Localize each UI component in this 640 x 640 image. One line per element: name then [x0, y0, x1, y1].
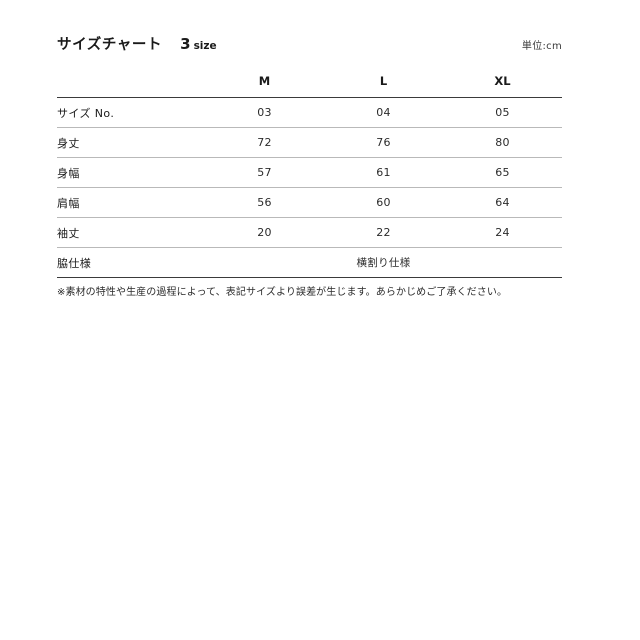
row-label-body-width: 身幅: [57, 166, 80, 180]
table-row: 身幅 57 61 65: [57, 157, 562, 188]
footnote-disclaimer: ※素材の特性や生産の過程によって、表記サイズより誤差が生じます。あらかじめご了承…: [57, 287, 508, 298]
size-chart-table: M L XL サイズ No. 03 04 05 身丈 72 76 80 身幅 5…: [57, 68, 562, 278]
page-title: サイズチャート: [57, 37, 163, 53]
title-group: サイズチャート 3 size: [57, 33, 217, 54]
row-label-shoulder-width: 肩幅: [57, 196, 80, 210]
column-header-xl: XL: [494, 74, 511, 88]
cell-body-length-l: 76: [376, 136, 391, 149]
cell-sleeve-length-m: 20: [257, 226, 272, 239]
size-count: 3: [180, 35, 191, 53]
cell-sleeve-length-xl: 24: [495, 226, 510, 239]
column-header-l: L: [379, 74, 388, 88]
table-row: 袖丈 20 22 24: [57, 217, 562, 248]
row-label-body-length: 身丈: [57, 136, 80, 150]
size-count-unit: size: [193, 40, 217, 52]
cell-body-length-xl: 80: [495, 136, 510, 149]
table-body: サイズ No. 03 04 05 身丈 72 76 80 身幅 57 61 65…: [57, 97, 562, 278]
table-row: サイズ No. 03 04 05: [57, 97, 562, 128]
table-head: M L XL: [57, 68, 562, 98]
unit-note: 単位:cm: [521, 41, 562, 52]
cell-size-no-l: 04: [376, 106, 391, 119]
cell-side-spec-all: 横割り仕様: [356, 257, 411, 269]
cell-body-length-m: 72: [257, 136, 272, 149]
row-label-sleeve-length: 袖丈: [57, 226, 80, 240]
row-label-side-spec: 脇仕様: [57, 256, 92, 270]
row-label-size-no: サイズ No.: [57, 106, 115, 120]
column-header-m: M: [258, 74, 271, 88]
table-row: 身丈 72 76 80: [57, 127, 562, 158]
cell-size-no-xl: 05: [495, 106, 510, 119]
cell-body-width-m: 57: [257, 166, 272, 179]
table-row: 脇仕様 横割り仕様: [57, 247, 562, 278]
cell-shoulder-width-l: 60: [376, 196, 391, 209]
cell-body-width-l: 61: [376, 166, 391, 179]
table-row: 肩幅 56 60 64: [57, 187, 562, 218]
table-header-row: M L XL: [57, 68, 562, 98]
cell-sleeve-length-l: 22: [376, 226, 391, 239]
chart-header: サイズチャート 3 size 単位:cm: [57, 33, 562, 54]
cell-shoulder-width-xl: 64: [495, 196, 510, 209]
cell-body-width-xl: 65: [495, 166, 510, 179]
cell-shoulder-width-m: 56: [257, 196, 272, 209]
column-header-label: [57, 68, 205, 98]
cell-size-no-m: 03: [257, 106, 272, 119]
